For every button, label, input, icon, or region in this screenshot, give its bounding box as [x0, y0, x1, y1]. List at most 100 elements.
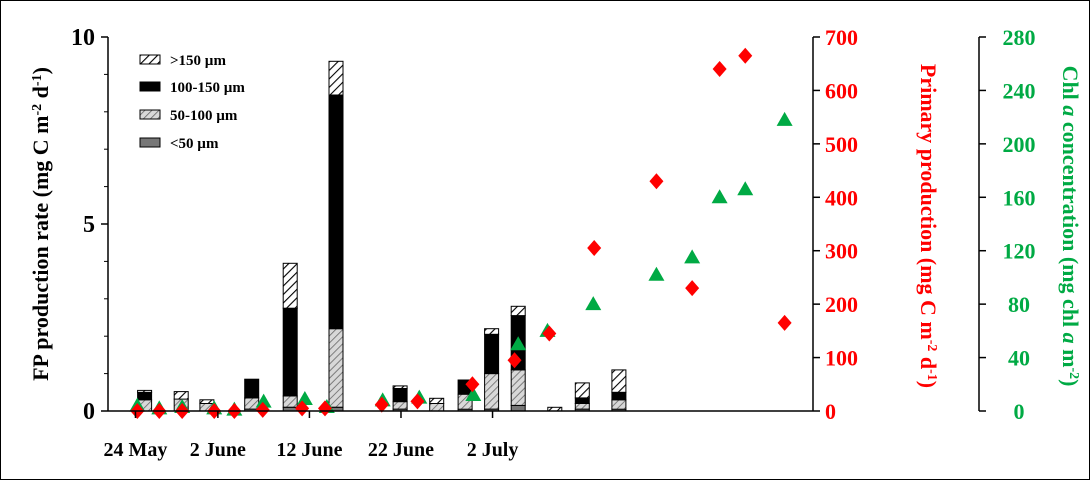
primary-production-point-7	[317, 400, 332, 417]
chl-a-point-14	[648, 266, 665, 281]
primary-production-point-17	[738, 47, 753, 64]
chl-a-point-17	[737, 181, 754, 196]
legend-item-lt50: <50 µm	[139, 136, 219, 152]
legend-swatch-gt150	[139, 54, 161, 65]
bar-4-50-100	[282, 395, 298, 408]
chl-tick-label-7: 280	[1003, 25, 1036, 50]
left-tick-label-1: 5	[83, 212, 95, 238]
x-axis-ticks: 24 May 2 June 12 June 22 June 2 July	[104, 411, 519, 461]
chl-a-point-15	[684, 249, 701, 264]
left-axis-title: FP production rate (mg C m-2 d-1)	[28, 67, 53, 381]
primary-production-point-9	[410, 393, 425, 410]
bar-7-50-100	[429, 403, 445, 412]
x-tick-label-1: 2 June	[190, 439, 246, 461]
legend-label-100-150: 100-150 µm	[170, 80, 245, 96]
bar-12-100-150	[574, 397, 590, 404]
x-tick-label-2: 12 June	[276, 439, 342, 461]
bar-5-100-150	[328, 94, 344, 330]
x-tick-label-0: 24 May	[104, 439, 168, 461]
bar-4-100-150	[282, 307, 298, 397]
legend-swatch-lt50	[139, 137, 161, 148]
primary-production-point-13	[587, 240, 602, 257]
pp-tick-label-0: 0	[825, 399, 836, 424]
chl-a-point-11	[510, 336, 527, 351]
primary-production-point-15	[685, 280, 700, 297]
bar-3-100-150	[244, 378, 260, 399]
bar-5-50-100	[328, 328, 344, 408]
chl-a-axis-title: Chl a concentration (mg chl a m-2)	[1058, 66, 1083, 387]
bar-10-50-100	[510, 369, 526, 406]
pp-tick-label-2: 200	[825, 292, 858, 317]
chl-a-point-16	[711, 189, 728, 204]
legend-label-gt150: >150 µm	[170, 53, 226, 69]
pp-tick-label-7: 700	[825, 25, 858, 50]
chl-tick-label-6: 240	[1003, 78, 1036, 103]
pp-tick-label-6: 600	[825, 78, 858, 103]
bar-13-100-150	[611, 391, 627, 401]
legend: >150 µm 100-150 µm 50-100 µm <50 µm	[139, 53, 245, 152]
pp-tick-label-3: 300	[825, 239, 858, 264]
bar-9-50-100	[484, 373, 500, 410]
bar-0-gt150	[137, 389, 153, 393]
legend-item-50-100: 50-100 µm	[139, 108, 238, 124]
chl-tick-label-0: 0	[1014, 399, 1025, 424]
bars-layer	[137, 60, 627, 412]
primary-production-point-18	[777, 314, 792, 331]
chl-tick-label-3: 120	[1003, 239, 1036, 264]
left-axis-ticks: 0 5 10	[71, 25, 108, 425]
markers-layer	[129, 47, 793, 419]
legend-swatch-100-150	[139, 81, 161, 92]
bar-5-gt150	[328, 60, 344, 96]
legend-label-50-100: 50-100 µm	[170, 108, 238, 124]
bar-10-lt50	[510, 404, 526, 412]
pp-tick-label-4: 400	[825, 185, 858, 210]
bar-9-gt150	[484, 328, 500, 335]
chl-a-point-5	[255, 393, 272, 408]
primary-production-point-10	[465, 376, 480, 393]
legend-swatch-50-100	[139, 109, 161, 120]
bar-10-gt150	[510, 305, 526, 317]
chl-tick-label-1: 40	[1008, 346, 1030, 371]
chl-tick-label-5: 200	[1003, 132, 1036, 157]
x-tick-label-4: 2 July	[467, 439, 519, 461]
bar-6-50-100	[392, 401, 408, 410]
pp-tick-label-1: 100	[825, 346, 858, 371]
bar-9-100-150	[484, 333, 500, 375]
bar-2-gt150	[199, 399, 215, 404]
bar-12-50-100	[574, 403, 590, 410]
primary-production-point-14	[649, 173, 664, 190]
bar-13-50-100	[611, 399, 627, 410]
chl-a-point-13	[585, 296, 602, 311]
primary-production-point-16	[712, 61, 727, 78]
bar-7-gt150	[429, 397, 445, 404]
chl-a-point-6	[296, 390, 313, 405]
chl-tick-label-4: 160	[1003, 185, 1036, 210]
legend-item-100-150: 100-150 µm	[139, 80, 245, 96]
bar-0-100-150	[137, 391, 153, 401]
primary-production-point-11	[507, 352, 522, 369]
chl-a-point-18	[776, 111, 793, 126]
primary-production-point-8	[374, 396, 389, 413]
primary-production-point-5	[255, 401, 270, 418]
bar-12-gt150	[574, 382, 590, 399]
primary-production-point-12	[542, 325, 557, 342]
chl-a-point-10	[465, 386, 482, 401]
primary-production-axis-ticks: 0 100 200 300 400 500 600 700	[813, 25, 858, 424]
left-tick-label-0: 0	[83, 399, 95, 425]
bar-1-gt150	[173, 391, 189, 400]
pp-tick-label-5: 500	[825, 132, 858, 157]
bar-6-gt150	[392, 385, 408, 389]
chl-a-axis-ticks: 0 40 80 120 160 200 240 280	[979, 25, 1036, 424]
primary-production-point-6	[295, 400, 310, 417]
bar-13-gt150	[611, 369, 627, 393]
legend-item-gt150: >150 µm	[139, 53, 226, 69]
chl-tick-label-2: 80	[1008, 292, 1030, 317]
primary-production-axis-title: Primary production (mg C m-2 d-1)	[916, 64, 941, 388]
left-tick-label-2: 10	[71, 25, 95, 51]
x-tick-label-3: 22 June	[368, 439, 434, 461]
bar-6-100-150	[392, 388, 408, 403]
legend-label-lt50: <50 µm	[170, 136, 219, 152]
bar-4-gt150	[282, 262, 298, 309]
